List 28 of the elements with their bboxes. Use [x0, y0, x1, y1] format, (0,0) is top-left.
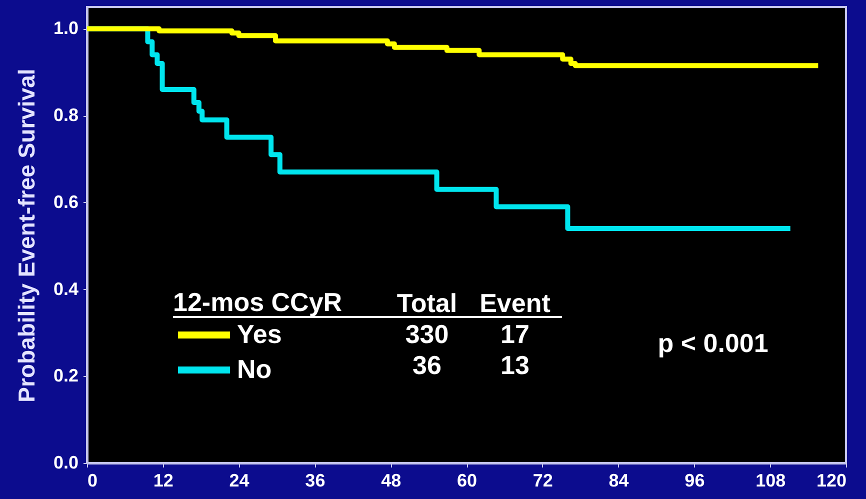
y-tick-label: 0.8 — [53, 105, 78, 126]
annotation: 330 — [405, 319, 449, 349]
annotation: Total — [396, 288, 458, 318]
x-tick-label: 84 — [608, 470, 629, 490]
annotation: Event — [480, 288, 551, 318]
legend-label: No — [237, 354, 272, 384]
y-axis-title: Probability Event-free Survival — [13, 68, 40, 402]
annotation: 13 — [500, 350, 530, 380]
y-tick-label: 0.0 — [53, 452, 78, 472]
y-tick-label: 0.2 — [53, 366, 78, 386]
x-tick-label: 12 — [153, 470, 174, 490]
legend-title: 12-mos CCyR — [173, 287, 342, 317]
x-tick-label: 108 — [756, 470, 786, 490]
y-tick-label: 0.4 — [53, 278, 78, 299]
y-tick-label: 0.6 — [53, 192, 78, 212]
x-tick-label: 0 — [88, 470, 98, 490]
x-tick-label: 120 — [816, 470, 846, 490]
annotation: 17 — [500, 319, 530, 349]
x-tick-label: 72 — [532, 470, 553, 490]
annotation: 36 — [412, 350, 442, 380]
x-tick-label: 36 — [305, 470, 326, 490]
x-tick-label: 60 — [456, 470, 478, 490]
legend-label: Yes — [237, 319, 282, 349]
x-tick-label: 24 — [229, 470, 250, 490]
x-tick-label: 96 — [684, 470, 705, 490]
y-tick-label: 1.0 — [53, 18, 78, 38]
x-tick-label: 48 — [381, 470, 402, 490]
annotation: p < 0.001 — [658, 328, 768, 358]
